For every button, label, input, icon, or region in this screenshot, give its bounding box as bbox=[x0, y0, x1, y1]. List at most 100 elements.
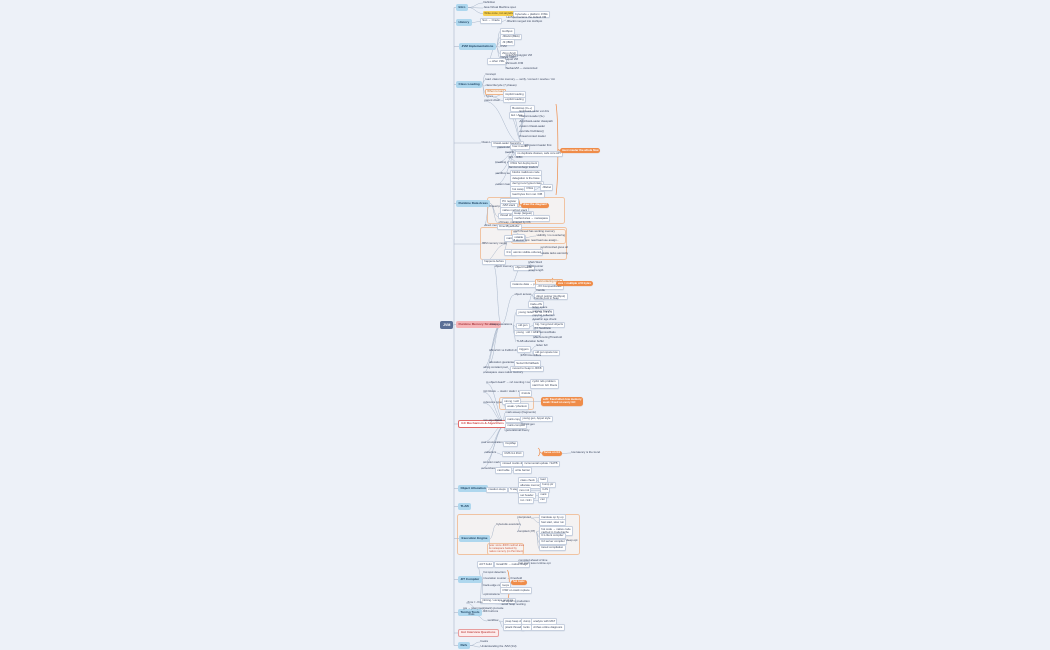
mindmap-node-n16[interactable]: Microsoft JVM bbox=[505, 61, 524, 66]
mindmap-node-g2[interactable]: old gen bbox=[516, 322, 530, 330]
mindmap-node-r9g[interactable]: tri-color marking bbox=[483, 460, 504, 465]
mindmap-node-c13d[interactable]: optimizations bbox=[483, 591, 500, 596]
mindmap-node-c14a[interactable]: -Xms = -Xmx bbox=[466, 600, 483, 605]
mindmap-node-g1b[interactable]: survivor from/to bbox=[532, 308, 552, 313]
mindmap-node-w4[interactable]: JRebel bbox=[540, 184, 554, 191]
mindmap-node-n14[interactable]: GraalVM polyglot VM bbox=[505, 52, 532, 57]
mindmap-node-e12b[interactable]: compiled (JIT) bbox=[517, 529, 536, 534]
mindmap-node-c10a[interactable]: creation steps bbox=[486, 486, 509, 494]
mindmap-node-root[interactable]: JVM bbox=[440, 320, 454, 329]
mindmap-node-a13b[interactable]: GraalVM → native-image bbox=[494, 561, 530, 568]
mindmap-node-m15[interactable]: Hot Interview Questions bbox=[458, 629, 499, 637]
mindmap-node-q77[interactable]: volatile lacks atomicity bbox=[540, 250, 569, 255]
mindmap-node-p8e[interactable]: allocation guarantee bbox=[489, 360, 515, 365]
mindmap-node-k4[interactable]: direct pointer (HotSpot) bbox=[534, 293, 568, 300]
mindmap-node-t1[interactable]: ask parent loader first bbox=[524, 142, 552, 147]
mindmap-node-ch6[interactable]: Arthas online diagnosis bbox=[531, 624, 565, 631]
mindmap-node-n1[interactable]: Definition bbox=[483, 0, 496, 5]
mindmap-node-n20[interactable]: class lifecycle (7 phases) bbox=[485, 83, 517, 88]
mindmap-node-c14c[interactable]: tools bbox=[468, 611, 475, 616]
mindmap-node-p8g[interactable]: metaspace uses native memory bbox=[483, 370, 523, 375]
mindmap-node-note9a[interactable]: cyclic refs problem start from GC Roots bbox=[530, 378, 560, 389]
mindmap-node-m12[interactable]: Execution Engine bbox=[459, 535, 490, 542]
mindmap-node-pill8[interactable]: size = multiple of 8 bytes bbox=[556, 280, 593, 287]
mindmap-node-g3[interactable]: young : old = 1 : 2 bbox=[514, 329, 541, 337]
mindmap-node-d5e[interactable]: ctor bbox=[538, 496, 548, 504]
mindmap-node-m10[interactable]: Object Allocation bbox=[458, 485, 489, 492]
mindmap-node-r9c[interactable]: reference types bbox=[483, 400, 503, 405]
mindmap-node-u2[interactable]: OSGi hot deployment bbox=[508, 160, 540, 168]
mindmap-node-c14d[interactable]: JDK built-ins bbox=[482, 608, 499, 613]
mindmap-node-note9f[interactable]: low latency is the trend bbox=[571, 450, 600, 455]
mindmap-node-g1d[interactable]: dynamic age check bbox=[532, 317, 557, 322]
mindmap-node-n17[interactable]: TaobaoVM — customized bbox=[505, 65, 538, 70]
mindmap-node-c13e[interactable]: inlining / escape analysis bbox=[480, 597, 516, 605]
mindmap-node-p7[interactable]: JMM memory model bbox=[481, 240, 507, 245]
mindmap-node-k1b[interactable]: klass pointer bbox=[527, 263, 544, 268]
mindmap-node-k5[interactable]: handle pool in heap bbox=[534, 296, 559, 301]
mindmap-node-n24[interactable]: explicit loading bbox=[503, 96, 526, 104]
mindmap-node-m4[interactable]: Class Loading bbox=[456, 81, 483, 88]
mindmap-node-u1[interactable]: SPI / JDBC bbox=[508, 155, 523, 160]
mindmap-node-m1[interactable]: Intro bbox=[456, 4, 468, 11]
mindmap-node-note14[interactable]: set equal in production avoid heap resiz… bbox=[501, 598, 530, 607]
mindmap-node-t91[interactable]: mark-sweep (fragments) bbox=[505, 410, 536, 415]
mindmap-node-m11[interactable]: TLAB bbox=[458, 503, 472, 510]
mindmap-node-n10[interactable]: KVM bbox=[500, 44, 507, 49]
mindmap-node-p8f[interactable]: string constant pool bbox=[483, 365, 508, 370]
mindmap-node-h2[interactable]: STW time differs bbox=[520, 353, 542, 358]
mindmap-node-n15[interactable]: Liquid VM bbox=[505, 57, 518, 62]
mindmap-node-r3[interactable]: AppClassLoader classpath bbox=[519, 119, 553, 124]
mindmap-node-q71[interactable]: each thread has working memory bbox=[513, 229, 555, 234]
mindmap-node-n19[interactable]: load .class into memory — verify / conve… bbox=[485, 77, 555, 82]
mindmap-node-m8[interactable]: Runtime Memory Structure bbox=[456, 321, 501, 328]
mindmap-node-t2[interactable]: no duplicate classes, safe core API bbox=[515, 150, 563, 158]
mindmap-node-g1a[interactable]: Eden space bbox=[532, 304, 548, 309]
mindmap-node-c14b[interactable]: jps → jstat jmap(jstack) jconsole bbox=[463, 605, 504, 610]
mindmap-node-m13[interactable]: JIT Compiler bbox=[458, 576, 482, 583]
mindmap-node-l66[interactable]: DirectByteBuffer bbox=[497, 223, 522, 231]
mindmap-node-e2[interactable]: moved to heap in JDK8 bbox=[510, 365, 544, 373]
mindmap-node-p8c[interactable]: heap generations bbox=[490, 322, 513, 327]
mindmap-node-k1c[interactable]: array length bbox=[528, 267, 544, 272]
mindmap-node-n4[interactable]: bytecode + platform JVMs bbox=[513, 11, 551, 18]
mindmap-node-a5[interactable]: parent chain bbox=[484, 98, 500, 103]
mindmap-node-r9e[interactable]: root enumeration bbox=[481, 440, 503, 445]
mindmap-node-t93[interactable]: mark-compact bbox=[505, 422, 528, 430]
mindmap-node-r9f[interactable]: collectors bbox=[484, 450, 497, 455]
mindmap-node-s2[interactable]: benefit bbox=[505, 150, 514, 155]
mindmap-node-m6[interactable]: Runtime Data Areas bbox=[456, 200, 491, 207]
mindmap-node-t93a[interactable]: for old gen bbox=[521, 421, 535, 426]
mindmap-node-c14e[interactable]: workflow bbox=[487, 618, 499, 623]
mindmap-node-n2[interactable]: Java Virtual Machine spec bbox=[483, 5, 517, 10]
mindmap-node-pill13[interactable]: hot topic bbox=[511, 579, 527, 585]
mindmap-node-c13a[interactable]: hot spot detection bbox=[483, 570, 506, 575]
mindmap-node-u3[interactable]: Tomcat webapp loaders bbox=[508, 165, 539, 170]
mindmap-node-g3b[interactable]: -XX:SurvivorRatio bbox=[533, 329, 556, 334]
mindmap-node-note6[interactable]: off-heap, managed by OS bbox=[498, 219, 531, 224]
mindmap-node-l65[interactable]: method area → metaspace bbox=[512, 215, 551, 222]
mindmap-node-rt12[interactable]: note: since JDK8 method area is metaspac… bbox=[489, 544, 524, 554]
mindmap-node-pill6[interactable]: draw the diagram! bbox=[521, 202, 549, 208]
mindmap-node-g2a[interactable]: big / long-lived objects bbox=[533, 321, 566, 329]
mindmap-node-n13[interactable]: + other VMs bbox=[487, 58, 507, 65]
mindmap-node-g1c[interactable]: copying collection bbox=[532, 312, 555, 317]
mindmap-node-g3a[interactable]: -XX:NewRatio bbox=[533, 325, 552, 330]
mindmap-node-pill9b[interactable]: focus on G1 bbox=[542, 450, 562, 456]
mindmap-node-m16[interactable]: Refs bbox=[458, 642, 470, 649]
mindmap-node-c16a[interactable]: books bbox=[480, 639, 488, 644]
mindmap-node-q76[interactable]: synchronized gives all bbox=[540, 244, 568, 249]
mindmap-node-a13n[interactable]: compiled ahead of time fast start, less … bbox=[518, 557, 551, 566]
mindmap-node-m2[interactable]: History bbox=[456, 19, 472, 26]
mindmap-node-e9e[interactable]: OopMap bbox=[503, 440, 519, 448]
mindmap-node-s92[interactable]: weak / phantom bbox=[505, 403, 530, 410]
mindmap-node-k6[interactable]: trade-offs bbox=[528, 301, 545, 308]
mindmap-node-e9b[interactable]: 4 kinds bbox=[519, 390, 533, 397]
mindmap-node-r1[interactable]: ExtClassLoader ext dirs bbox=[519, 109, 550, 114]
mindmap-node-pill9a[interactable]: soft: freed when low memory weak: freed … bbox=[541, 396, 584, 406]
mindmap-node-b1[interactable]: Ext / App bbox=[509, 112, 525, 119]
mindmap-node-h1b[interactable]: old gen space low bbox=[533, 349, 560, 357]
mindmap-node-t92a[interactable]: young gen, Appel style bbox=[520, 415, 553, 423]
mindmap-node-f3[interactable]: card table bbox=[495, 467, 512, 474]
mindmap-node-e12a[interactable]: interpreted bbox=[517, 515, 531, 520]
